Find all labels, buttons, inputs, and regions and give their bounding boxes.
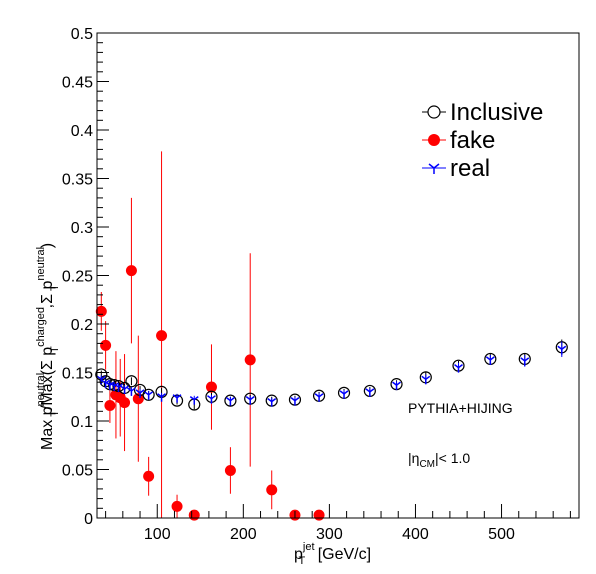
- x-tick-label: 300: [316, 526, 343, 543]
- data-point-fake: [156, 330, 168, 342]
- y-tick-label: 0.05: [62, 463, 93, 480]
- legend-entry-inclusive: Inclusive: [422, 99, 543, 126]
- data-point-real: [144, 391, 154, 400]
- legend-marker-fake: [428, 134, 440, 146]
- x-tick-label: 100: [144, 526, 171, 543]
- data-point-real: [135, 389, 145, 398]
- data-point-fake: [104, 399, 116, 411]
- axes: 0 0.05 0.1 0.15 0.2 0.25 0.3 0.35 0.4 0.45 0.5 100 2…: [62, 26, 571, 543]
- data-point-real: [454, 364, 463, 373]
- data-point-fake: [205, 381, 217, 393]
- y-tick-label: 0.15: [62, 366, 93, 383]
- legend-marker-inclusive: [427, 105, 441, 119]
- data-point-real: [557, 345, 567, 355]
- annotation-eta-cut: |ηCM|< 1.0: [408, 450, 470, 470]
- y-tick-label: 0.35: [62, 172, 93, 189]
- y-axis-title: Max pneutralT/Max(Σ pchargedT,Σ pneutral…: [35, 243, 61, 450]
- data-point-real: [392, 381, 401, 391]
- data-point-real: [365, 388, 375, 397]
- data-point-fake: [224, 464, 236, 476]
- data-point-real: [207, 395, 216, 404]
- data-point-real: [520, 357, 530, 366]
- data-point-inclusive: [224, 394, 237, 407]
- x-axis-title: pjet T [GeV/c]: [294, 541, 371, 567]
- data-point-fake: [313, 509, 325, 521]
- data-point-real: [245, 396, 255, 405]
- legend-label-inclusive: Inclusive: [450, 99, 543, 126]
- series-real: [96, 341, 567, 407]
- data-point-real: [225, 397, 235, 406]
- legend-marker-real: [428, 163, 440, 174]
- x-tick-label: 200: [230, 526, 257, 543]
- data-point-real: [339, 390, 349, 399]
- annotation-generator: PYTHIA+HIJING: [408, 400, 513, 416]
- data-point-fake: [244, 354, 256, 366]
- data-point-real: [267, 398, 277, 407]
- legend-label-fake: fake: [450, 127, 495, 154]
- legend-label-real: real: [450, 155, 490, 182]
- legend-entry-fake: fake: [422, 127, 495, 154]
- y-tick-label: 0.5: [71, 26, 93, 43]
- y-tick-label: 0.2: [71, 317, 93, 334]
- x-tick-label: 500: [488, 526, 515, 543]
- y-tick-label: 0.3: [71, 220, 93, 237]
- data-point-real: [157, 393, 167, 402]
- data-point-fake: [188, 509, 200, 521]
- data-point-inclusive: [142, 388, 155, 401]
- y-tick-label: 0.45: [62, 75, 93, 92]
- data-point-real: [172, 394, 182, 403]
- data-marks: [95, 151, 568, 521]
- x-tick-label: 400: [402, 526, 429, 543]
- y-tick-label: 0.4: [71, 123, 93, 140]
- legend: Inclusive fake real: [422, 99, 543, 182]
- data-point-fake: [266, 484, 278, 496]
- data-point-real: [314, 393, 324, 402]
- y-tick-label: 0: [84, 511, 93, 528]
- data-point-fake: [100, 339, 112, 351]
- data-point-real: [421, 375, 431, 385]
- data-point-inclusive: [125, 375, 138, 388]
- data-point-real: [126, 387, 136, 396]
- data-point-real: [485, 356, 495, 365]
- data-point-fake: [119, 397, 131, 409]
- y-tick-label: 0.25: [62, 269, 93, 286]
- data-point-real: [290, 397, 300, 406]
- y-tick-label: 0.1: [71, 414, 93, 431]
- legend-entry-real: real: [422, 155, 490, 182]
- data-point-real: [114, 383, 123, 393]
- data-point-real: [120, 385, 129, 394]
- data-point-fake: [143, 470, 155, 482]
- data-point-real: [189, 396, 199, 405]
- data-point-fake: [171, 500, 183, 512]
- data-point-fake: [125, 265, 137, 277]
